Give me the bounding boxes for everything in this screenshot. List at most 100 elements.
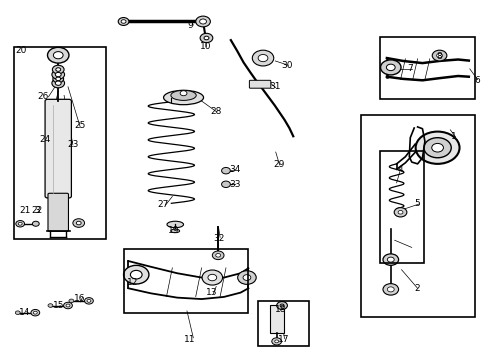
Circle shape <box>52 65 64 74</box>
Circle shape <box>386 287 393 292</box>
Circle shape <box>393 208 406 217</box>
Text: 2: 2 <box>414 284 420 293</box>
Circle shape <box>386 64 394 71</box>
Text: 24: 24 <box>39 135 50 144</box>
Bar <box>14 46 105 239</box>
Text: 22: 22 <box>32 206 43 215</box>
Text: 29: 29 <box>272 161 284 170</box>
Circle shape <box>386 257 393 262</box>
Bar <box>270 305 283 333</box>
Circle shape <box>207 274 216 281</box>
Circle shape <box>199 19 206 24</box>
Text: 28: 28 <box>210 107 222 116</box>
Text: 7: 7 <box>407 64 412 73</box>
Circle shape <box>380 60 400 75</box>
Text: 5: 5 <box>414 199 420 208</box>
Circle shape <box>52 78 64 88</box>
Circle shape <box>252 50 273 66</box>
Bar <box>360 115 474 317</box>
Circle shape <box>55 72 61 77</box>
Text: 19: 19 <box>168 226 179 235</box>
Text: 33: 33 <box>228 180 240 189</box>
Circle shape <box>31 310 40 316</box>
Text: 16: 16 <box>74 294 86 303</box>
Circle shape <box>431 143 443 152</box>
Text: 18: 18 <box>275 305 286 314</box>
Text: 12: 12 <box>126 278 138 287</box>
Circle shape <box>16 221 24 227</box>
Circle shape <box>130 270 142 279</box>
Bar <box>123 249 248 314</box>
Circle shape <box>212 251 224 260</box>
Circle shape <box>56 77 61 81</box>
Circle shape <box>280 304 284 307</box>
Circle shape <box>195 16 210 27</box>
Text: 10: 10 <box>199 42 211 51</box>
Circle shape <box>76 221 81 225</box>
FancyBboxPatch shape <box>249 80 270 88</box>
Circle shape <box>32 221 39 226</box>
Circle shape <box>258 54 267 62</box>
Text: 17: 17 <box>277 335 289 344</box>
Text: 34: 34 <box>228 166 240 175</box>
Circle shape <box>180 91 186 96</box>
Ellipse shape <box>170 229 179 233</box>
Circle shape <box>87 300 91 302</box>
Circle shape <box>56 68 61 71</box>
Circle shape <box>69 299 74 303</box>
Text: 32: 32 <box>213 234 224 243</box>
Circle shape <box>123 265 149 284</box>
Circle shape <box>203 36 208 40</box>
FancyBboxPatch shape <box>45 99 71 198</box>
Circle shape <box>431 50 446 61</box>
Text: 21: 21 <box>20 206 31 215</box>
Circle shape <box>33 311 37 314</box>
Ellipse shape <box>163 90 203 105</box>
Text: 9: 9 <box>186 21 192 30</box>
Text: 30: 30 <box>281 61 293 70</box>
Circle shape <box>15 311 20 315</box>
Text: 25: 25 <box>74 121 86 130</box>
Text: 20: 20 <box>16 46 27 55</box>
Bar <box>258 301 308 346</box>
Bar <box>379 151 423 263</box>
Circle shape <box>397 211 402 214</box>
Text: 27: 27 <box>157 200 168 209</box>
Text: 15: 15 <box>52 301 64 310</box>
Circle shape <box>66 304 70 307</box>
Circle shape <box>53 51 63 59</box>
Circle shape <box>121 20 126 23</box>
Text: 14: 14 <box>20 308 31 317</box>
Circle shape <box>276 302 287 310</box>
Text: 1: 1 <box>450 132 456 141</box>
Circle shape <box>47 47 69 63</box>
Text: 26: 26 <box>38 92 49 101</box>
Circle shape <box>55 81 61 85</box>
Circle shape <box>221 181 230 188</box>
Circle shape <box>382 254 398 265</box>
Circle shape <box>53 75 63 83</box>
Text: 8: 8 <box>436 52 442 61</box>
Text: 4: 4 <box>397 165 403 174</box>
Text: 31: 31 <box>268 82 280 91</box>
Text: 23: 23 <box>67 140 79 149</box>
Circle shape <box>63 302 72 309</box>
Circle shape <box>118 18 129 26</box>
Circle shape <box>382 284 398 295</box>
Circle shape <box>271 338 281 345</box>
Circle shape <box>48 304 53 307</box>
Circle shape <box>200 33 212 42</box>
Ellipse shape <box>166 221 183 228</box>
Circle shape <box>52 70 64 79</box>
Text: 13: 13 <box>205 288 217 297</box>
FancyBboxPatch shape <box>48 193 68 231</box>
Text: 11: 11 <box>184 335 195 344</box>
Circle shape <box>423 138 450 158</box>
Circle shape <box>202 270 222 285</box>
Ellipse shape <box>170 90 196 100</box>
Circle shape <box>274 340 278 343</box>
Circle shape <box>237 271 256 284</box>
Circle shape <box>415 132 459 164</box>
Bar <box>379 37 474 99</box>
Circle shape <box>215 253 220 257</box>
